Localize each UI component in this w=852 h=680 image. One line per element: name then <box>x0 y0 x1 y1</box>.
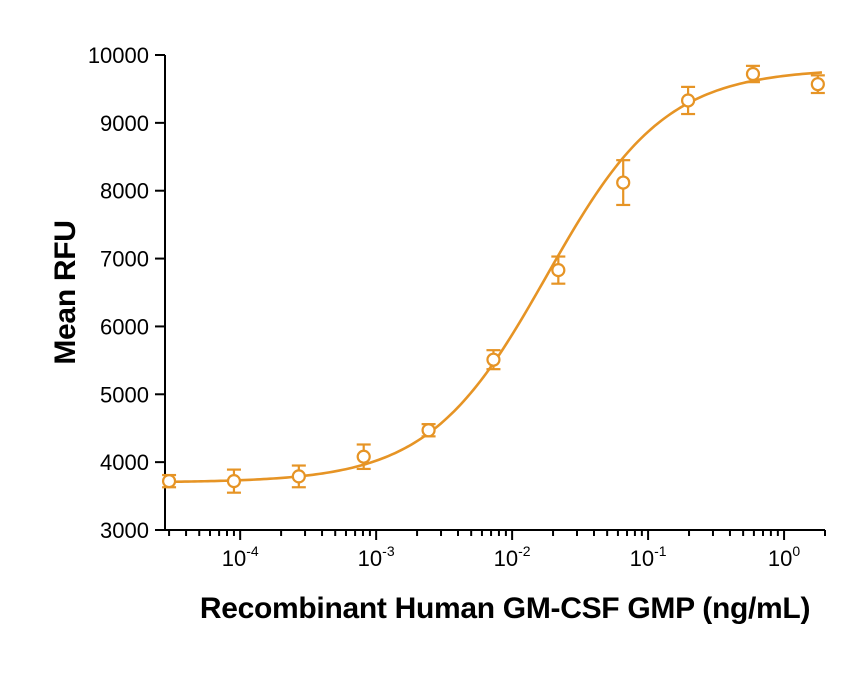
y-tick-label: 9000 <box>100 111 149 136</box>
data-marker <box>423 424 435 436</box>
y-tick-label: 4000 <box>100 450 149 475</box>
data-marker <box>293 470 305 482</box>
data-marker <box>228 475 240 487</box>
data-marker <box>747 68 759 80</box>
data-marker <box>617 177 629 189</box>
dose-response-chart: 3000 4000 5000 6000 7000 8000 9000 10000 10-4 10-… <box>0 0 852 680</box>
data-marker <box>487 354 499 366</box>
y-tick-label: 5000 <box>100 382 149 407</box>
data-marker <box>163 475 175 487</box>
fit-curve <box>165 72 822 481</box>
data-marker <box>682 94 694 106</box>
y-tick-label: 8000 <box>100 179 149 204</box>
x-tick-label: 10-4 <box>222 543 259 571</box>
data-marker <box>552 264 564 276</box>
x-tick-label: 100 <box>768 543 800 571</box>
data-marker <box>358 451 370 463</box>
y-axis-label: Mean RFU <box>49 220 82 364</box>
x-tick-label: 10-2 <box>494 543 531 571</box>
data-marker <box>812 78 824 90</box>
x-tick-label: 10-3 <box>358 543 395 571</box>
y-tick-label: 7000 <box>100 247 149 272</box>
x-tick-label: 10-1 <box>630 543 667 571</box>
x-axis-label: Recombinant Human GM-CSF GMP (ng/mL) <box>200 592 810 625</box>
y-tick-label: 6000 <box>100 314 149 339</box>
y-tick-label: 10000 <box>88 43 149 68</box>
y-tick-label: 3000 <box>100 518 149 543</box>
